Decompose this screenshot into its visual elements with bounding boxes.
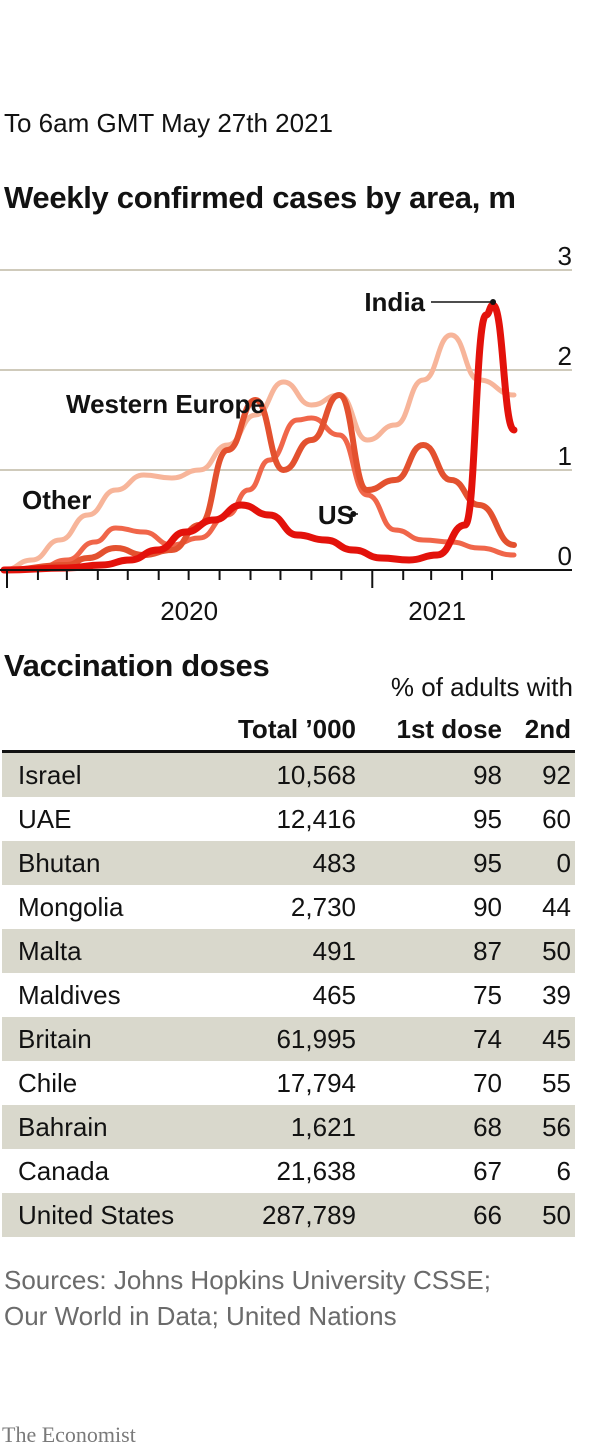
table-row: UAE 12,416 95 60 — [2, 797, 575, 841]
cell-first-dose: 95 — [356, 841, 502, 885]
cell-second-dose: 50 — [502, 929, 575, 973]
annotation-us: US — [318, 500, 354, 530]
col-second-dose: 2nd — [502, 708, 575, 753]
series-line-western-europe — [1, 415, 517, 573]
y-tick-label: 3 — [558, 241, 572, 271]
vaccination-header-row: Total ’000 1st dose 2nd — [2, 708, 575, 753]
cell-total: 10,568 — [208, 751, 356, 797]
cell-country: Canada — [18, 1155, 110, 1186]
cell-total: 483 — [208, 841, 356, 885]
annotation-us-dot — [350, 511, 357, 517]
cell-total: 2,730 — [290, 891, 356, 922]
x-tick-label: 2021 — [408, 596, 466, 626]
cell-total: 21,638 — [276, 1155, 356, 1186]
cell-country: Bahrain — [2, 1105, 208, 1149]
cell-second-dose: 6 — [556, 1155, 571, 1186]
cell-country: Maldives — [18, 979, 121, 1010]
annotations: India Western Europe Other US — [22, 287, 497, 530]
cell-total: 12,416 — [276, 803, 356, 834]
sources-line-2: Our World in Data; United Nations — [4, 1301, 397, 1331]
brand-logo: The Economist — [2, 1422, 136, 1447]
y-tick-label: 1 — [558, 441, 572, 471]
cell-second-dose: 56 — [502, 1105, 575, 1149]
cell-second-dose: 92 — [502, 751, 575, 797]
x-tick-label: 2020 — [160, 596, 218, 626]
cell-first-dose: 68 — [356, 1105, 502, 1149]
cell-second-dose: 50 — [502, 1193, 575, 1237]
y-tick-labels: 0 1 2 3 — [558, 241, 572, 571]
cell-second-dose: 45 — [502, 1017, 575, 1061]
cell-second-dose: 55 — [542, 1067, 571, 1098]
cell-first-dose: 87 — [356, 929, 502, 973]
cell-total: 1,621 — [208, 1105, 356, 1149]
series-lines — [0, 301, 518, 574]
series-line-india — [0, 301, 518, 574]
cell-country: Chile — [18, 1067, 78, 1098]
annotation-india: India — [364, 287, 425, 317]
vaccination-table: Total ’000 1st dose 2nd Israel 10,568 98 92… — [2, 708, 575, 1237]
cell-total: 287,789 — [208, 1193, 356, 1237]
cell-total: 465 — [312, 979, 356, 1010]
cell-first-dose: 74 — [356, 1017, 502, 1061]
sources: Sources: Johns Hopkins University CSSE; … — [4, 1262, 491, 1334]
col-total: Total ’000 — [208, 708, 356, 753]
cell-country: Bhutan — [2, 841, 208, 885]
x-axis: 2020 2021 — [0, 569, 572, 626]
table-row: Malta 491 87 50 — [2, 929, 575, 973]
annotation-india-dot — [490, 299, 497, 305]
cell-first-dose: 70 — [473, 1067, 502, 1098]
cell-country: United States — [2, 1193, 208, 1237]
cell-country: Britain — [2, 1017, 208, 1061]
series-line-us — [1, 392, 517, 573]
cell-country: UAE — [18, 803, 72, 834]
table-row: Bhutan 483 95 0 — [2, 841, 575, 885]
chart-title: Weekly confirmed cases by area, m — [4, 180, 516, 215]
col-country — [2, 708, 208, 753]
y-tick-label: 2 — [558, 341, 572, 371]
cell-first-dose: 66 — [356, 1193, 502, 1237]
cell-total: 61,995 — [208, 1017, 356, 1061]
table-row: Britain 61,995 74 45 — [2, 1017, 575, 1061]
vaccination-group-header: % of adults with — [390, 672, 573, 702]
cell-first-dose: 98 — [356, 751, 502, 797]
cases-chart: 0 1 2 3 2020 2021 India Western Europe Other US — [0, 241, 572, 626]
cell-second-dose: 39 — [542, 979, 571, 1010]
table-row: Maldives 465 75 39 — [2, 973, 575, 1017]
cell-second-dose: 0 — [502, 841, 575, 885]
cell-country: Israel — [2, 751, 208, 797]
cell-second-dose: 44 — [542, 891, 571, 922]
cell-country: Malta — [2, 929, 208, 973]
vaccination-title: Vaccination doses — [4, 648, 270, 683]
cell-first-dose: 75 — [473, 979, 502, 1010]
annotation-other: Other — [22, 485, 91, 515]
table-row: Chile 17,794 70 55 — [2, 1061, 575, 1105]
col-first-dose: 1st dose — [356, 708, 502, 753]
cell-first-dose: 90 — [473, 891, 502, 922]
table-row: Israel 10,568 98 92 — [2, 751, 575, 797]
table-row: Mongolia 2,730 90 44 — [2, 885, 575, 929]
annotation-western-europe: Western Europe — [66, 389, 265, 419]
y-tick-label: 0 — [558, 541, 572, 571]
cell-first-dose: 67 — [473, 1155, 502, 1186]
sources-line-1: Sources: Johns Hopkins University CSSE; — [4, 1265, 491, 1295]
table-row: United States 287,789 66 50 — [2, 1193, 575, 1237]
cell-second-dose: 60 — [542, 803, 571, 834]
table-row: Canada 21,638 67 6 — [2, 1149, 575, 1193]
vaccination-body: Israel 10,568 98 92 UAE 12,416 95 60 Bhutan 483 95… — [2, 751, 575, 1237]
cell-total: 17,794 — [276, 1067, 356, 1098]
cell-country: Mongolia — [18, 891, 124, 922]
series-line-other — [1, 332, 517, 573]
cell-total: 491 — [208, 929, 356, 973]
chart-date: To 6am GMT May 27th 2021 — [4, 108, 334, 138]
cell-first-dose: 95 — [473, 803, 502, 834]
table-row: Bahrain 1,621 68 56 — [2, 1105, 575, 1149]
